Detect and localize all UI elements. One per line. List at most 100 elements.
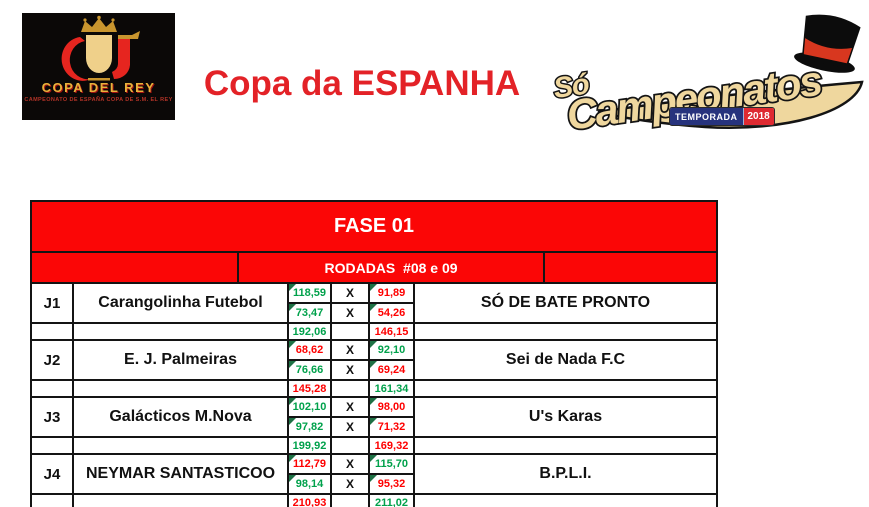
away-score: 71,32 bbox=[377, 421, 406, 433]
cell-flag-icon bbox=[371, 399, 377, 405]
away-total-cell: 169,32 bbox=[368, 436, 415, 455]
home-total: 210,93 bbox=[292, 496, 327, 507]
copa-del-rey-wordmark: COPA DEL REY bbox=[41, 80, 156, 95]
page-title: Copa da ESPANHA bbox=[203, 64, 521, 103]
away-total: 169,32 bbox=[374, 439, 409, 452]
match-row: J1 Carangolinha Futebol 118,59 X 91,89 S… bbox=[30, 282, 719, 324]
empty-cell bbox=[330, 493, 370, 507]
home-score-cell: 102,10 bbox=[287, 396, 332, 418]
swoosh-shape bbox=[597, 80, 864, 129]
totals-row: 210,93 211,02 bbox=[30, 493, 719, 507]
cell-flag-icon bbox=[290, 362, 296, 368]
cell-flag-icon bbox=[290, 476, 296, 482]
away-total-cell: 146,15 bbox=[368, 322, 415, 341]
empty-cell bbox=[72, 322, 289, 341]
cell-flag-icon bbox=[290, 342, 296, 348]
home-total-cell: 199,92 bbox=[287, 436, 332, 455]
empty-cell bbox=[30, 322, 74, 341]
match-row: 97,82 X 71,32 bbox=[31, 416, 717, 438]
away-total: 161,34 bbox=[374, 382, 409, 395]
copa-del-rey-cup-icon bbox=[61, 15, 140, 81]
home-score-cell: 97,82 bbox=[287, 416, 332, 438]
rodadas-empty-left bbox=[33, 254, 239, 281]
empty-cell bbox=[330, 322, 370, 341]
home-total: 145,28 bbox=[292, 382, 327, 395]
versus-label: X bbox=[330, 453, 370, 475]
cell-flag-icon bbox=[290, 285, 296, 291]
cell-flag-icon bbox=[371, 285, 377, 291]
cell-flag-icon bbox=[371, 476, 377, 482]
cell-flag-icon bbox=[371, 342, 377, 348]
empty-cell bbox=[30, 493, 74, 507]
top-hat-icon bbox=[794, 14, 861, 73]
cell-flag-icon bbox=[290, 305, 296, 311]
cell-flag-icon bbox=[371, 362, 377, 368]
match-code: J2 bbox=[30, 339, 74, 381]
cell-flag-icon bbox=[290, 419, 296, 425]
versus-label: X bbox=[330, 396, 370, 418]
away-score-cell: 71,32 bbox=[368, 416, 415, 438]
home-total-cell: 210,93 bbox=[287, 493, 332, 507]
empty-cell bbox=[412, 379, 719, 398]
home-score-cell: 112,79 bbox=[287, 453, 332, 475]
home-team: Carangolinha Futebol bbox=[72, 282, 289, 324]
home-score-cell: 76,66 bbox=[287, 359, 332, 381]
match-row: 98,14 X 95,32 bbox=[31, 473, 717, 495]
temporada-badge-label: TEMPORADA bbox=[670, 108, 744, 125]
empty-cell bbox=[30, 379, 74, 398]
cell-flag-icon bbox=[371, 419, 377, 425]
cell-flag-icon bbox=[371, 456, 377, 462]
home-score: 98,14 bbox=[295, 478, 324, 490]
away-score: 54,26 bbox=[377, 307, 406, 319]
empty-cell bbox=[72, 493, 289, 507]
empty-cell bbox=[330, 436, 370, 455]
home-team: Galácticos M.Nova bbox=[72, 396, 289, 438]
away-score-cell: 95,32 bbox=[368, 473, 415, 495]
rodadas-empty-right bbox=[545, 254, 715, 281]
versus-label: X bbox=[330, 282, 370, 304]
home-total: 192,06 bbox=[292, 325, 327, 338]
empty-cell bbox=[412, 493, 719, 507]
away-score-cell: 92,10 bbox=[368, 339, 415, 361]
fase-title: FASE 01 bbox=[29, 200, 719, 253]
match-row: 76,66 X 69,24 bbox=[31, 359, 717, 381]
versus-label: X bbox=[330, 473, 370, 495]
home-total: 199,92 bbox=[292, 439, 327, 452]
temporada-badge-year: 2018 bbox=[743, 108, 774, 125]
empty-cell bbox=[72, 436, 289, 455]
home-score-cell: 118,59 bbox=[287, 282, 332, 304]
away-total: 146,15 bbox=[374, 325, 409, 338]
copa-del-rey-subtitle: CAMPEONATO DE ESPAÑA COPA DE S.M. EL REY bbox=[24, 97, 173, 103]
rodadas-header-cell: RODADAS #08 e 09 bbox=[29, 251, 719, 284]
cell-flag-icon bbox=[290, 456, 296, 462]
home-score: 112,79 bbox=[292, 458, 327, 470]
home-score: 102,10 bbox=[292, 401, 327, 413]
match-row: 73,47 X 54,26 bbox=[31, 302, 717, 324]
away-team: B.P.L.I. bbox=[412, 453, 719, 495]
home-score-cell: 68,62 bbox=[287, 339, 332, 361]
away-total: 211,02 bbox=[374, 496, 409, 507]
away-score-cell: 98,00 bbox=[368, 396, 415, 418]
home-total-cell: 145,28 bbox=[287, 379, 332, 398]
away-team: Sei de Nada F.C bbox=[412, 339, 719, 381]
empty-cell bbox=[330, 379, 370, 398]
copa-del-rey-logo: COPA DEL REY CAMPEONATO DE ESPAÑA COPA D… bbox=[22, 13, 175, 120]
home-score-cell: 98,14 bbox=[287, 473, 332, 495]
away-score: 91,89 bbox=[377, 287, 406, 299]
versus-label: X bbox=[330, 339, 370, 361]
empty-cell bbox=[72, 379, 289, 398]
away-team: U's Karas bbox=[412, 396, 719, 438]
match-code: J3 bbox=[30, 396, 74, 438]
temporada-badge: TEMPORADA 2018 bbox=[669, 107, 775, 126]
away-total-cell: 161,34 bbox=[368, 379, 415, 398]
home-total-cell: 192,06 bbox=[287, 322, 332, 341]
match-code: J1 bbox=[30, 282, 74, 324]
match-code: J4 bbox=[30, 453, 74, 495]
home-score-cell: 73,47 bbox=[287, 302, 332, 324]
match-row: J4 NEYMAR SANTASTICOO 112,79 X 115,70 B.… bbox=[30, 453, 719, 495]
home-score: 68,62 bbox=[295, 344, 324, 356]
home-score: 97,82 bbox=[295, 421, 324, 433]
so-campeonatos-art: Só Campeonatos bbox=[550, 14, 864, 141]
results-table: FASE 01 RODADAS #08 e 09 J1 Carangolinha… bbox=[29, 200, 719, 507]
